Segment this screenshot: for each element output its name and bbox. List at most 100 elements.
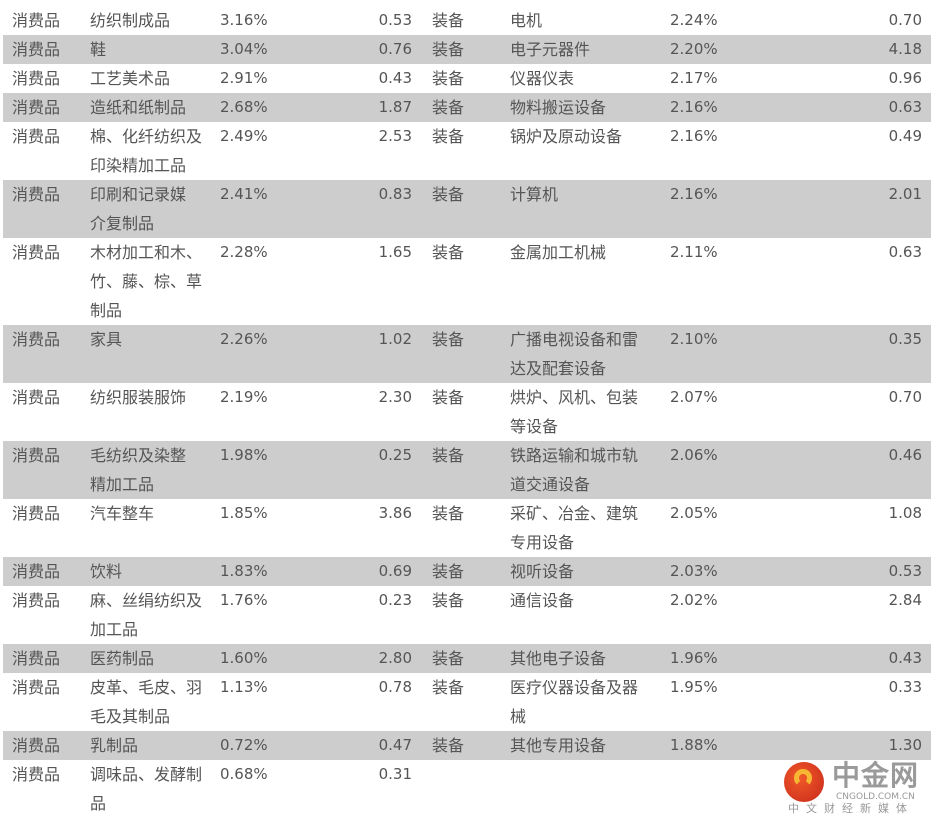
cell-value: 0.49	[888, 127, 922, 145]
cell-share: 1.96%	[670, 649, 718, 667]
cell-category: 装备	[432, 243, 465, 262]
cell-share: 1.13%	[220, 678, 268, 696]
cell-category: 装备	[432, 127, 465, 146]
cell-share: 2.03%	[670, 562, 718, 580]
cell-share: 2.17%	[670, 69, 718, 87]
cell-industry: 家具	[90, 330, 123, 349]
cell-category: 消费品	[12, 98, 61, 117]
table-row: 消费品 麻、丝绢纺织及 加工品 1.76% 0.23 装备 通信设备 2.02% 2.84	[3, 586, 931, 644]
cell-industry: 广播电视设备和雷 达及配套设备	[510, 330, 639, 378]
cell-category: 消费品	[12, 504, 61, 523]
cell-industry: 调味品、发酵制 品	[90, 765, 203, 813]
cell-category: 装备	[432, 678, 465, 697]
cell-category: 装备	[432, 736, 465, 755]
cell-industry: 麻、丝绢纺织及 加工品	[90, 591, 203, 639]
cell-value: 0.70	[888, 11, 922, 29]
cell-share: 2.41%	[220, 185, 268, 203]
cell-share: 1.95%	[670, 678, 718, 696]
cell-industry: 工艺美术品	[90, 69, 171, 88]
cell-category: 消费品	[12, 243, 61, 262]
table-row: 消费品 调味品、发酵制 品 0.68% 0.31	[3, 760, 931, 818]
cell-share: 2.07%	[670, 388, 718, 406]
cell-industry: 纺织制成品	[90, 11, 171, 30]
cell-value: 0.47	[378, 736, 412, 754]
cell-category: 消费品	[12, 562, 61, 581]
cell-value: 0.53	[378, 11, 412, 29]
cell-share: 2.20%	[670, 40, 718, 58]
cell-industry: 皮革、毛皮、羽 毛及其制品	[90, 678, 203, 726]
cell-share: 1.85%	[220, 504, 268, 522]
cell-industry: 汽车整车	[90, 504, 155, 523]
cell-share: 1.83%	[220, 562, 268, 580]
cell-share: 0.68%	[220, 765, 268, 783]
cell-category: 装备	[432, 591, 465, 610]
cell-share: 3.16%	[220, 11, 268, 29]
cell-industry: 电机	[510, 11, 543, 30]
logo-name: 中金网	[832, 759, 920, 792]
cell-share: 2.28%	[220, 243, 268, 261]
cell-industry: 鞋	[90, 40, 107, 59]
cell-share: 2.06%	[670, 446, 718, 464]
cell-industry: 毛纺织及染整 精加工品	[90, 446, 187, 494]
cell-share: 0.72%	[220, 736, 268, 754]
cell-category: 装备	[432, 562, 465, 581]
cell-category: 装备	[432, 40, 465, 59]
table-row: 消费品 工艺美术品 2.91% 0.43 装备 仪器仪表 2.17% 0.96	[3, 64, 931, 93]
cell-category: 消费品	[12, 649, 61, 668]
cell-value: 3.86	[378, 504, 412, 522]
cell-category: 装备	[432, 69, 465, 88]
cell-industry: 仪器仪表	[510, 69, 575, 88]
cell-industry: 计算机	[510, 185, 559, 204]
cell-value: 2.84	[888, 591, 922, 609]
cell-value: 0.43	[888, 649, 922, 667]
table-row: 消费品 纺织服装服饰 2.19% 2.30 装备 烘炉、风机、包装 等设备 2.07% 0.7…	[3, 383, 931, 441]
cell-category: 装备	[432, 446, 465, 465]
cell-category: 消费品	[12, 446, 61, 465]
cell-share: 1.60%	[220, 649, 268, 667]
logo-icon	[784, 762, 824, 802]
cell-share: 2.19%	[220, 388, 268, 406]
cell-value: 0.83	[378, 185, 412, 203]
cell-value: 2.01	[888, 185, 922, 203]
logo-tagline: 中文财经新媒体	[788, 802, 914, 815]
cell-category: 装备	[432, 185, 465, 204]
cell-value: 0.96	[888, 69, 922, 87]
cell-share: 2.05%	[670, 504, 718, 522]
cell-category: 消费品	[12, 765, 61, 784]
table-row: 消费品 造纸和纸制品 2.68% 1.87 装备 物料搬运设备 2.16% 0.63	[3, 93, 931, 122]
cell-value: 1.02	[378, 330, 412, 348]
cell-industry: 锅炉及原动设备	[510, 127, 623, 146]
cell-value: 0.53	[888, 562, 922, 580]
table-row: 消费品 乳制品 0.72% 0.47 装备 其他专用设备 1.88% 1.30	[3, 731, 931, 760]
cell-industry: 视听设备	[510, 562, 575, 581]
cell-share: 2.49%	[220, 127, 268, 145]
cell-value: 0.33	[888, 678, 922, 696]
cell-industry: 纺织服装服饰	[90, 388, 187, 407]
cell-value: 0.78	[378, 678, 412, 696]
cell-category: 消费品	[12, 69, 61, 88]
cell-share: 2.11%	[670, 243, 718, 261]
cell-value: 2.30	[378, 388, 412, 406]
table-row: 消费品 皮革、毛皮、羽 毛及其制品 1.13% 0.78 装备 医疗仪器设备及器 械 1.9…	[3, 673, 931, 731]
cell-category: 装备	[432, 504, 465, 523]
cell-value: 1.08	[888, 504, 922, 522]
cell-industry: 医药制品	[90, 649, 155, 668]
cell-category: 装备	[432, 330, 465, 349]
cell-share: 2.02%	[670, 591, 718, 609]
cell-value: 0.63	[888, 243, 922, 261]
cell-share: 1.98%	[220, 446, 268, 464]
cell-share: 1.76%	[220, 591, 268, 609]
cell-share: 2.68%	[220, 98, 268, 116]
cell-value: 0.46	[888, 446, 922, 464]
cell-value: 0.70	[888, 388, 922, 406]
cell-category: 消费品	[12, 40, 61, 59]
cell-value: 2.80	[378, 649, 412, 667]
cell-category: 装备	[432, 649, 465, 668]
cell-value: 1.30	[888, 736, 922, 754]
cell-category: 消费品	[12, 591, 61, 610]
table-row: 消费品 印刷和记录媒 介复制品 2.41% 0.83 装备 计算机 2.16% 2.01	[3, 180, 931, 238]
cell-value: 4.18	[888, 40, 922, 58]
cell-value: 0.23	[378, 591, 412, 609]
cell-industry: 采矿、冶金、建筑 专用设备	[510, 504, 639, 552]
cell-category: 消费品	[12, 127, 61, 146]
